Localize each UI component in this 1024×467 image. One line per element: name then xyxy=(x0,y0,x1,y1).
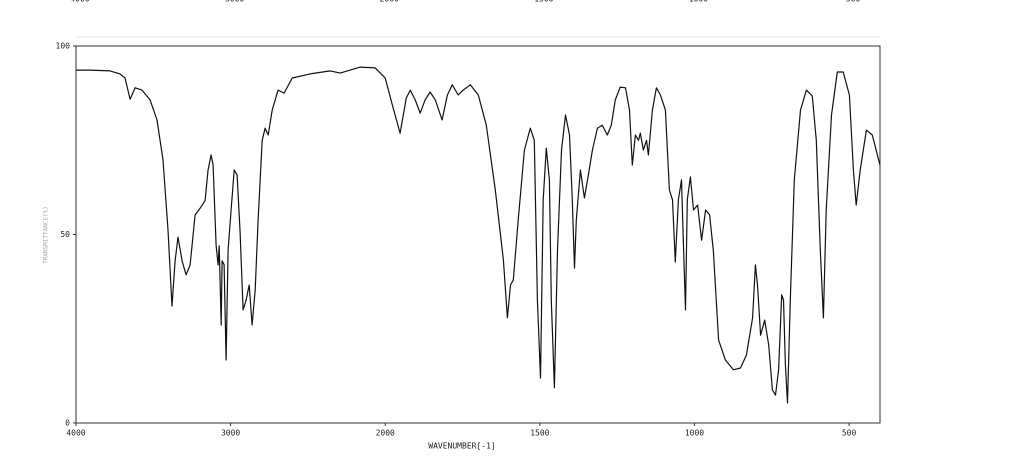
top-x-tick-label: 1500 xyxy=(534,0,553,4)
top-x-tick-label: 2000 xyxy=(380,0,399,4)
y-tick-label: 50 xyxy=(60,230,70,239)
top-x-tick-label: 4000 xyxy=(70,0,89,4)
x-tick-label: 1500 xyxy=(530,429,549,438)
top-x-tick-label: 3000 xyxy=(225,0,244,4)
x-tick-label: 2000 xyxy=(376,429,395,438)
top-x-tick-label: 500 xyxy=(846,0,861,4)
x-tick-label: 500 xyxy=(842,429,857,438)
x-tick-label: 3000 xyxy=(221,429,240,438)
plot-frame xyxy=(75,45,881,424)
x-tick-label: 1000 xyxy=(685,429,704,438)
top-x-tick-label: 1000 xyxy=(689,0,708,4)
y-tick-label: 100 xyxy=(56,42,71,51)
x-axis-label: WAVENUMBER[-1] xyxy=(428,442,495,451)
spectrum-line xyxy=(76,66,881,404)
y-tick-label: 0 xyxy=(65,419,70,428)
y-axis-label: TRANSMITTANCE(%) xyxy=(43,206,50,264)
x-tick-label: 4000 xyxy=(66,429,85,438)
